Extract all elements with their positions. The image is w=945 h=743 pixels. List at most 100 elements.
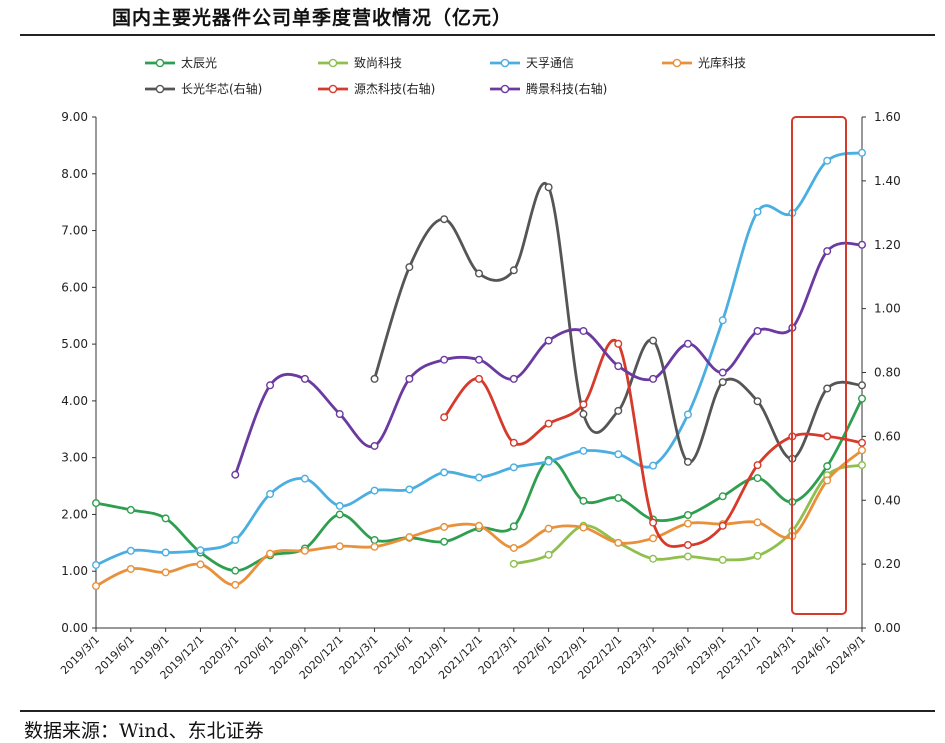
right-tick-label: 0.80 — [874, 366, 901, 380]
left-tick-label: 4.00 — [61, 394, 88, 408]
data-point — [161, 568, 170, 577]
data-point — [405, 485, 414, 494]
data-point — [683, 552, 692, 561]
data-point — [858, 438, 867, 447]
data-point — [614, 339, 623, 348]
data-point — [718, 378, 727, 387]
data-point — [440, 522, 449, 531]
series-lines — [91, 148, 867, 590]
data-point — [440, 215, 449, 224]
data-point — [753, 207, 762, 216]
data-point — [509, 438, 518, 447]
legend-swatch-marker — [500, 84, 510, 94]
left-tick-label: 8.00 — [61, 167, 88, 181]
data-point — [440, 413, 449, 422]
legend-item: 天孚通信 — [490, 56, 574, 70]
data-point — [440, 468, 449, 477]
series-4 — [370, 182, 867, 466]
left-tick-label: 2.00 — [61, 507, 88, 521]
data-point — [405, 533, 414, 542]
data-point — [161, 514, 170, 523]
data-point — [196, 546, 205, 555]
legend-item: 源杰科技(右轴) — [318, 81, 435, 96]
legend-label: 致尚科技 — [354, 56, 402, 70]
data-point — [614, 406, 623, 415]
data-point — [614, 450, 623, 459]
data-point — [544, 524, 553, 533]
source-rule — [20, 710, 935, 712]
data-point — [475, 473, 484, 482]
data-point — [544, 550, 553, 559]
data-point — [718, 368, 727, 377]
legend-item: 致尚科技 — [318, 56, 402, 70]
data-point — [683, 457, 692, 466]
chart-title: 国内主要光器件公司单季度营收情况（亿元） — [112, 7, 513, 29]
data-point — [823, 156, 832, 165]
data-point — [509, 543, 518, 552]
data-point — [196, 560, 205, 569]
left-tick-label: 6.00 — [61, 280, 88, 294]
data-point — [405, 263, 414, 272]
data-point — [126, 546, 135, 555]
legend-item: 太辰光 — [145, 55, 217, 70]
data-point — [858, 461, 867, 470]
data-point — [509, 559, 518, 568]
series-6 — [231, 240, 867, 479]
series-0 — [91, 394, 867, 575]
series-line — [233, 241, 864, 477]
data-point — [370, 535, 379, 544]
data-point — [544, 419, 553, 428]
data-point — [649, 534, 658, 543]
data-point — [266, 490, 275, 499]
data-point — [370, 441, 379, 450]
data-point — [300, 474, 309, 483]
left-tick-label: 9.00 — [61, 110, 88, 124]
data-point — [683, 339, 692, 348]
data-point — [370, 486, 379, 495]
data-point — [683, 540, 692, 549]
series-5 — [440, 339, 867, 549]
data-point — [440, 355, 449, 364]
data-point — [475, 355, 484, 364]
data-point — [335, 542, 344, 551]
data-point — [718, 316, 727, 325]
data-point — [718, 555, 727, 564]
title-rule — [20, 34, 935, 36]
data-point — [614, 362, 623, 371]
legend-swatch-marker — [500, 58, 510, 68]
right-tick-label: 1.40 — [874, 174, 901, 188]
data-point — [579, 326, 588, 335]
data-point — [126, 505, 135, 514]
data-point — [231, 580, 240, 589]
data-point — [370, 542, 379, 551]
data-point — [683, 519, 692, 528]
legend-item: 腾景科技(右轴) — [490, 81, 607, 96]
data-point — [753, 518, 762, 527]
data-point — [335, 410, 344, 419]
data-point — [753, 397, 762, 406]
data-point — [649, 336, 658, 345]
data-point — [544, 336, 553, 345]
data-point — [475, 374, 484, 383]
data-point — [683, 410, 692, 419]
data-point — [300, 546, 309, 555]
data-point — [509, 522, 518, 531]
data-point — [266, 549, 275, 558]
data-point — [858, 446, 867, 455]
axes: 0.00 1.00 2.00 3.00 4.00 5.00 6.00 7.00 8.00 9.00… — [61, 110, 900, 635]
data-point — [335, 510, 344, 519]
data-point — [823, 432, 832, 441]
data-point — [579, 446, 588, 455]
data-point — [509, 374, 518, 383]
data-point — [300, 374, 309, 383]
data-point — [718, 521, 727, 530]
legend-swatch-marker — [155, 84, 165, 94]
legend-swatch-marker — [328, 84, 338, 94]
series-2 — [91, 148, 867, 569]
data-point — [649, 554, 658, 563]
data-point — [231, 566, 240, 575]
data-point — [858, 148, 867, 157]
series-line — [373, 182, 864, 464]
